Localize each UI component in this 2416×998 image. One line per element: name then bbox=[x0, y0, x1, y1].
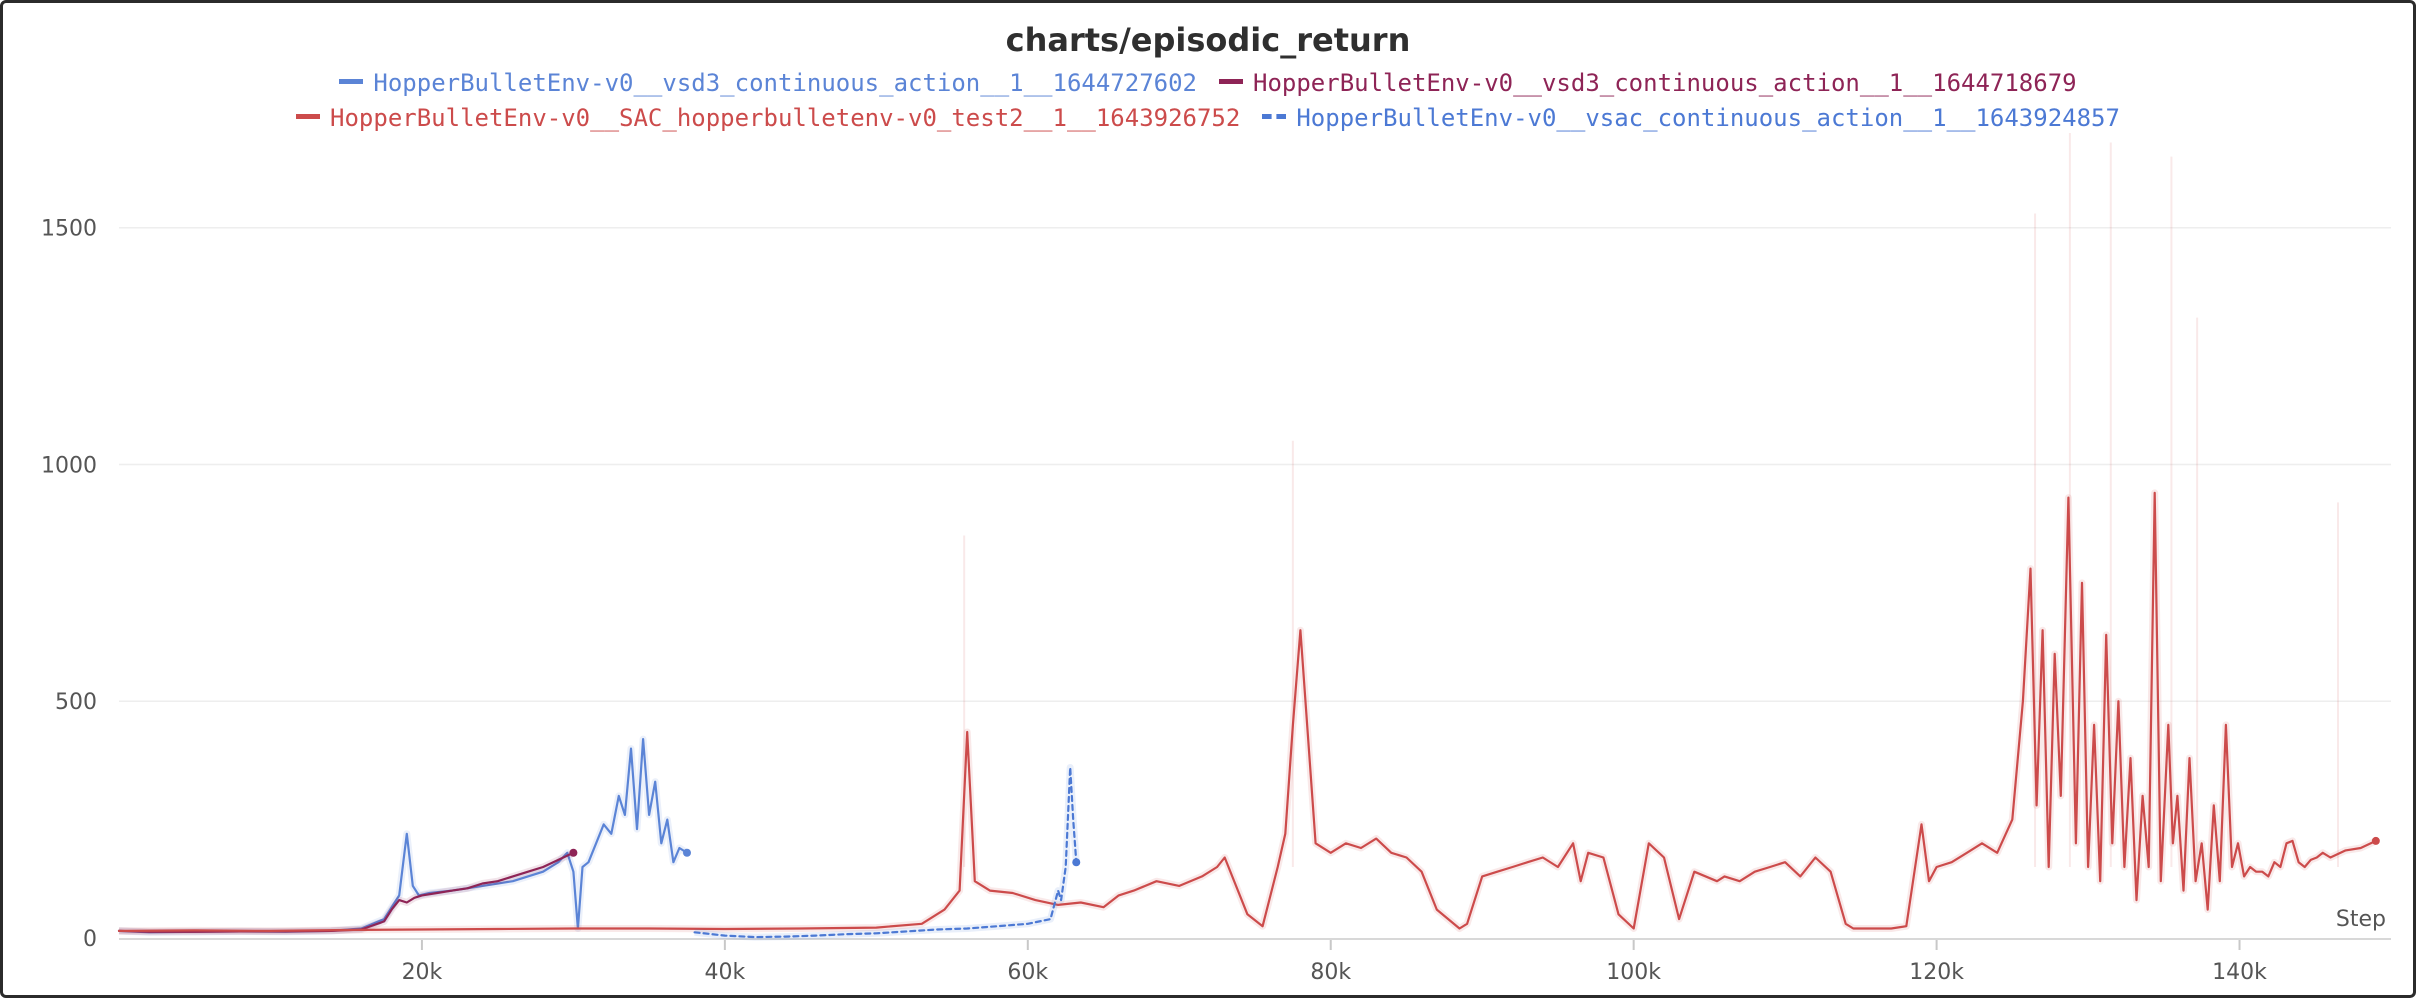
y-tick-label: 1000 bbox=[41, 453, 97, 478]
series-line-raw-4 bbox=[694, 764, 1080, 941]
axis-layer bbox=[119, 938, 2391, 950]
chart-title: charts/episodic_return bbox=[1005, 21, 1411, 59]
y-tick-label: 1500 bbox=[41, 217, 97, 242]
x-tick-label: 80k bbox=[1310, 960, 1351, 985]
series-line-1 bbox=[117, 737, 689, 934]
legend-swatch-series-4 bbox=[1262, 113, 1287, 119]
y-tick-label: 500 bbox=[55, 690, 97, 715]
series-line-3 bbox=[117, 491, 2377, 933]
series-line-raw-2 bbox=[118, 849, 575, 936]
series-line-raw-3 bbox=[118, 489, 2378, 935]
series-end-point-1 bbox=[683, 848, 691, 857]
legend-swatch-series-2 bbox=[1219, 78, 1243, 84]
x-tick-label: 120k bbox=[1909, 960, 1964, 985]
x-tick-label: 20k bbox=[402, 960, 443, 985]
legend-label-series-4: HopperBulletEnv-v0__vsac_continuous_acti… bbox=[1296, 104, 2120, 132]
y-tick-label: 0 bbox=[83, 927, 97, 952]
legend-swatch-series-3 bbox=[296, 113, 321, 119]
legend-item-series-3[interactable]: HopperBulletEnv-v0__SAC_hopperbulletenv-… bbox=[296, 104, 1240, 132]
series-line-2 bbox=[117, 851, 575, 933]
legend-item-series-4[interactable]: HopperBulletEnv-v0__vsac_continuous_acti… bbox=[1262, 104, 2120, 132]
legend-label-series-3: HopperBulletEnv-v0__SAC_hopperbulletenv-… bbox=[330, 104, 1241, 132]
legend-label-series-1: HopperBulletEnv-v0__vsd3_continuous_acti… bbox=[373, 69, 1197, 97]
legend-row-1: HopperBulletEnv-v0__vsd3_continuous_acti… bbox=[3, 69, 2413, 97]
series-end-point-4 bbox=[1072, 858, 1081, 867]
series-end-point-3 bbox=[2371, 836, 2380, 845]
legend-item-series-2[interactable]: HopperBulletEnv-v0__vsd3_continuous_acti… bbox=[1219, 69, 2077, 97]
x-tick-label: 40k bbox=[704, 960, 745, 985]
legend-row-2: HopperBulletEnv-v0__SAC_hopperbulletenv-… bbox=[3, 104, 2413, 132]
legend-swatch-series-1 bbox=[339, 78, 364, 84]
grid-layer bbox=[119, 226, 2391, 702]
x-tick-label: 60k bbox=[1007, 960, 1048, 985]
x-axis-label: Step bbox=[2336, 907, 2386, 932]
tick-label-layer: 0 500 1000 1500 20k 40k 60k 80k 100k 120k 140k Step bbox=[41, 217, 2386, 985]
line-chart[interactable]: 0 500 1000 1500 20k 40k 60k 80k 100k 120k 140k Step bbox=[3, 3, 2413, 995]
series-line-4 bbox=[693, 766, 1078, 939]
series-layer bbox=[117, 489, 2380, 941]
x-tick-label: 100k bbox=[1606, 960, 1661, 985]
legend-item-series-1[interactable]: HopperBulletEnv-v0__vsd3_continuous_acti… bbox=[339, 69, 1197, 97]
x-tick-label: 140k bbox=[2212, 960, 2267, 985]
legend-label-series-2: HopperBulletEnv-v0__vsd3_continuous_acti… bbox=[1253, 69, 2077, 97]
series-end-point-2 bbox=[569, 848, 578, 857]
